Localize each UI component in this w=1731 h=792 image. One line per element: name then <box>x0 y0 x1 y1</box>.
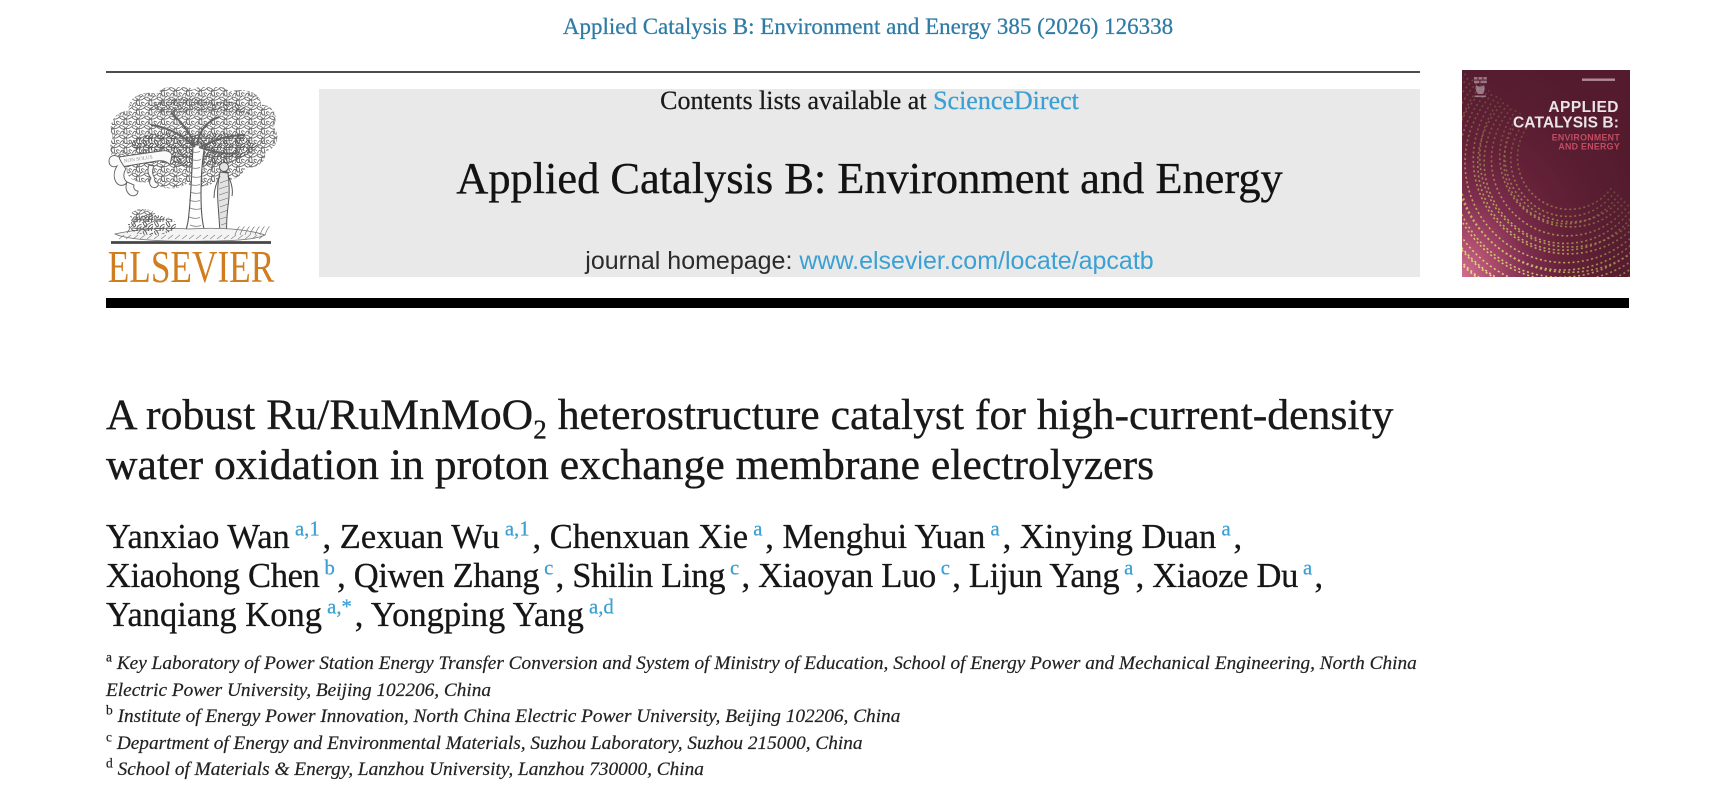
svg-text:APPLIED: APPLIED <box>1548 99 1619 116</box>
svg-text:CATALYSIS B:: CATALYSIS B: <box>1513 115 1619 132</box>
svg-text:ENVIRONMENT: ENVIRONMENT <box>1552 133 1621 143</box>
svg-text:AND ENERGY: AND ENERGY <box>1558 142 1620 152</box>
svg-text:NON SOLUS: NON SOLUS <box>123 154 153 164</box>
